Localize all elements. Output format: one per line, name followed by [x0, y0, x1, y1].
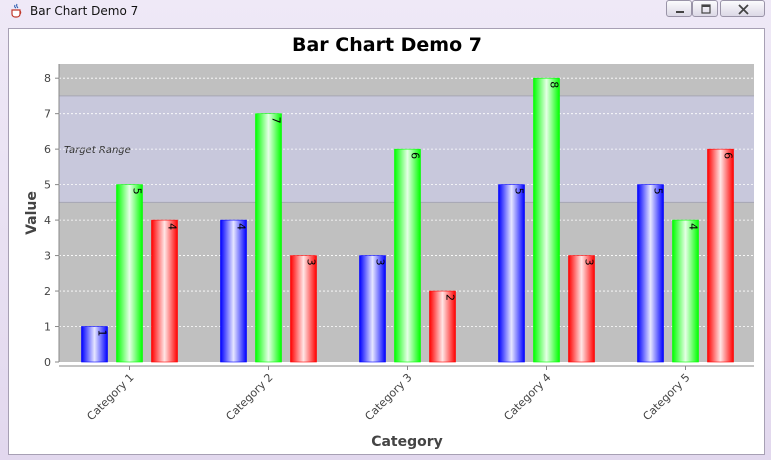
data-label: 4	[235, 223, 248, 230]
title-bar[interactable]: Bar Chart Demo 7	[0, 0, 771, 22]
java-cup-icon	[9, 3, 25, 19]
bar[interactable]	[220, 219, 247, 363]
x-tick-label: Category 3	[362, 371, 414, 423]
y-tick-label: 8	[44, 72, 51, 85]
data-label: 4	[687, 223, 700, 230]
data-label: 4	[166, 223, 179, 230]
bar[interactable]	[637, 184, 664, 363]
y-axis-label: Value	[24, 191, 40, 235]
data-label: 3	[374, 259, 387, 266]
minimize-icon	[676, 11, 684, 13]
bar[interactable]	[533, 77, 560, 363]
y-tick-label: 6	[44, 143, 51, 156]
x-axis-label: Category	[371, 434, 443, 450]
bar[interactable]	[81, 326, 108, 363]
bar-chart: Bar Chart Demo 7 Target Range 0 1 2 3 4 5 6 7 8 1 5…	[24, 34, 754, 450]
close-button[interactable]	[720, 0, 765, 17]
bar[interactable]	[255, 113, 282, 363]
y-tick-label: 5	[44, 179, 51, 192]
data-label: 5	[513, 188, 526, 195]
bar[interactable]	[568, 255, 595, 363]
x-tick-label: Category 2	[223, 371, 275, 423]
data-label: 3	[305, 259, 318, 266]
window-title: Bar Chart Demo 7	[30, 4, 139, 18]
bar[interactable]	[707, 148, 734, 363]
data-label: 3	[583, 259, 596, 266]
y-tick-label: 0	[44, 356, 51, 369]
data-label: 5	[652, 188, 665, 195]
bar[interactable]	[672, 219, 699, 363]
y-tick-label: 1	[44, 321, 51, 334]
bar[interactable]	[498, 184, 525, 363]
target-range-label: Target Range	[64, 145, 131, 156]
x-tick-label: Category 5	[640, 371, 692, 423]
y-tick-label: 2	[44, 285, 51, 298]
bar[interactable]	[359, 255, 386, 363]
close-icon	[738, 4, 749, 15]
data-label: 2	[444, 294, 457, 301]
restore-icon	[701, 4, 711, 14]
bar[interactable]	[429, 290, 456, 363]
chart-title: Bar Chart Demo 7	[292, 34, 482, 56]
bar[interactable]	[116, 184, 143, 363]
bar[interactable]	[151, 219, 178, 363]
chart-panel: Bar Chart Demo 7 Target Range 0 1 2 3 4 5 6 7 8 1 5…	[8, 28, 765, 455]
x-tick-label: Category 1	[84, 371, 136, 423]
y-tick-label: 3	[44, 250, 51, 263]
data-label: 8	[548, 81, 561, 88]
bar[interactable]	[394, 148, 421, 363]
data-label: 7	[270, 117, 283, 124]
data-label: 6	[722, 152, 735, 159]
y-tick-label: 4	[44, 214, 51, 227]
minimize-button[interactable]	[666, 0, 692, 17]
y-tick-label: 7	[44, 108, 51, 121]
bar[interactable]	[290, 255, 317, 363]
data-label: 1	[96, 330, 109, 337]
restore-button[interactable]	[692, 0, 718, 17]
x-tick-label: Category 4	[501, 371, 553, 423]
data-label: 6	[409, 152, 422, 159]
data-label: 5	[131, 188, 144, 195]
